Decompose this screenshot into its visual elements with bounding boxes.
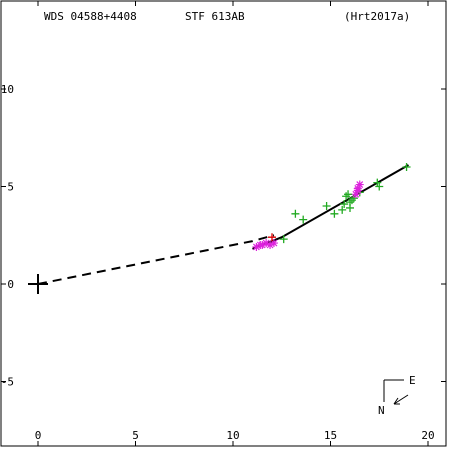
compass-arrow-shaft	[393, 394, 409, 405]
green-plus-marker	[347, 196, 356, 205]
magenta-star-marker	[266, 241, 275, 249]
green-plus-marker	[340, 200, 349, 209]
y-tick-label: 5	[7, 181, 14, 194]
x-tick-label: 0	[35, 429, 42, 442]
x-tick-label: 5	[132, 429, 139, 442]
magenta-star-marker	[262, 239, 271, 248]
reference-label: (Hrt2017a)	[344, 10, 411, 23]
compass-north-label: N	[378, 404, 385, 417]
compass-arrow-head	[393, 397, 400, 405]
fitted-orbit-line	[252, 164, 409, 250]
green-plus-marker	[402, 163, 411, 171]
compass-east-label: E	[409, 374, 416, 387]
discoverer-label: STF 613AB	[185, 10, 245, 23]
x-tick-label: 20	[421, 429, 434, 442]
green-plus-marker	[291, 209, 300, 218]
green-plus-marker	[299, 215, 308, 224]
magenta-star-marker	[353, 186, 362, 195]
green-plus-marker	[279, 235, 288, 244]
y-tick-label: 0	[7, 278, 14, 291]
x-tick-label: 10	[226, 429, 239, 442]
wds-id-label: WDS 04588+4408	[44, 10, 137, 23]
green-plus-marker	[375, 182, 384, 191]
x-tick-label: 15	[324, 429, 337, 442]
green-plus-marker	[346, 203, 354, 212]
magenta-star-marker	[269, 239, 278, 248]
extrapolated-orbit-line	[37, 234, 275, 285]
green-plus-marker	[344, 190, 353, 199]
green-plus-marker	[373, 178, 382, 187]
green-plus-marker	[330, 209, 339, 218]
green-plus-marker	[338, 205, 347, 214]
magenta-star-marker	[351, 190, 360, 199]
red-plus-marker	[268, 233, 276, 242]
green-plus-marker	[342, 192, 351, 201]
green-plus-marker	[322, 202, 331, 210]
magenta-star-marker	[355, 180, 364, 189]
y-tick-label: 10	[1, 83, 14, 96]
y-tick-label: -5	[1, 376, 14, 389]
magenta-star-marker	[252, 242, 261, 251]
magenta-star-marker	[256, 241, 265, 249]
